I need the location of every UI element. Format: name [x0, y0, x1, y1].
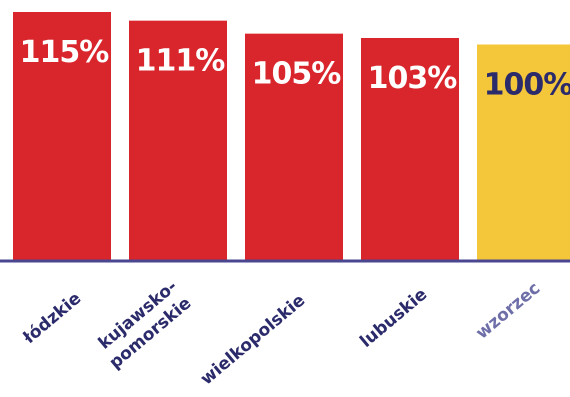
bar-4: [361, 37, 459, 262]
value-label-2: 111%: [136, 44, 226, 79]
category-label-2: kujawsko-pomorskie: [91, 277, 195, 374]
value-label-4: 103%: [368, 61, 458, 96]
bar-2: [129, 20, 227, 261]
category-label-5: wzorzec: [472, 279, 544, 344]
bar-1: [13, 12, 111, 261]
bar-3: [245, 33, 343, 261]
category-label-3: wielkopolskie: [197, 291, 309, 390]
value-labels-group: 115% 111% 105% 103% 100%: [20, 35, 570, 102]
category-label-4: lubuskie: [356, 285, 431, 352]
value-label-3: 105%: [252, 57, 342, 92]
bar-5: [477, 44, 570, 262]
value-label-5: 100%: [484, 67, 570, 102]
category-labels-group: łódzkie kujawsko-pomorskie wielkopolskie lu…: [19, 277, 544, 390]
value-label-1: 115%: [20, 35, 110, 70]
category-label-1: łódzkie: [19, 289, 85, 349]
bars-group: [13, 12, 570, 262]
